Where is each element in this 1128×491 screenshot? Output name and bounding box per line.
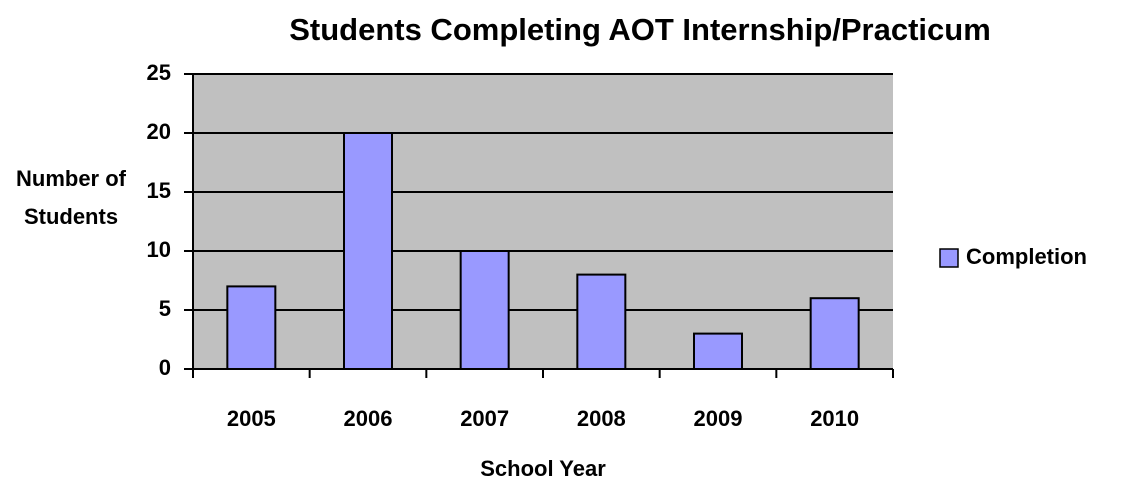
plot-area — [193, 74, 893, 369]
x-tick-label: 2009 — [694, 406, 743, 431]
legend-swatch — [939, 248, 959, 268]
bar — [809, 297, 860, 371]
x-tick-label: 2005 — [227, 406, 276, 431]
y-tick-label: 5 — [159, 296, 171, 321]
x-tick-label: 2010 — [810, 406, 859, 431]
y-tick-label: 10 — [147, 237, 171, 262]
chart-title: Students Completing AOT Internship/Pract… — [289, 12, 991, 47]
y-tick-label: 15 — [147, 178, 171, 203]
x-tick-label: 2008 — [577, 406, 626, 431]
y-axis-label: Number of Students — [16, 166, 126, 229]
bar — [343, 132, 393, 370]
bar — [226, 285, 277, 370]
y-tick-label: 0 — [159, 355, 171, 380]
bar — [459, 250, 510, 370]
bar — [576, 273, 627, 371]
x-tick-label: 2007 — [460, 406, 509, 431]
x-tick-label: 2006 — [344, 406, 393, 431]
legend-label: Completion — [966, 244, 1087, 269]
x-axis-label: School Year — [480, 456, 606, 481]
y-tick-label: 25 — [147, 60, 171, 85]
y-tick-label: 20 — [147, 119, 171, 144]
bar — [693, 332, 743, 371]
